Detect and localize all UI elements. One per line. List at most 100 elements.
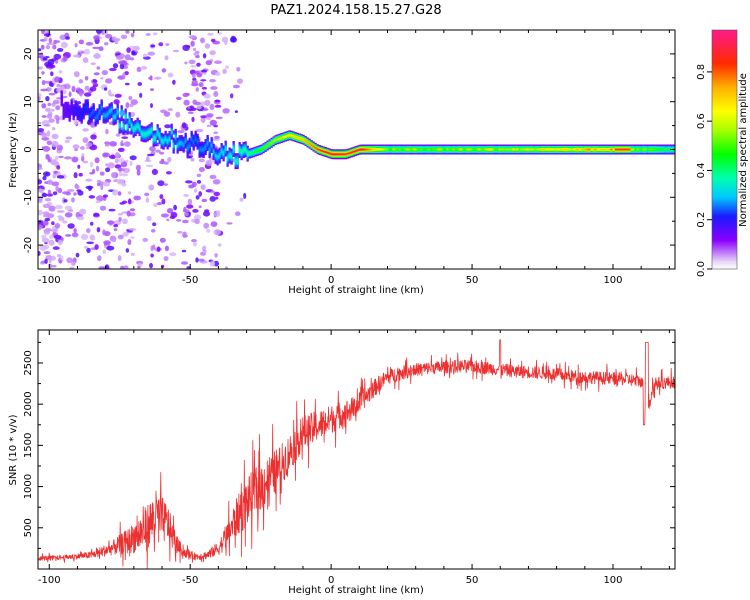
heatmap-cell (554, 148, 557, 151)
heatmap-cell (195, 128, 204, 133)
colorbar-gradient (711, 29, 738, 270)
heatmap-cell (209, 174, 217, 180)
heatmap-cell (156, 130, 159, 134)
heatmap-cell (186, 147, 189, 150)
heatmap-cell (41, 192, 48, 198)
heatmap-cell (185, 92, 190, 96)
heatmap-cell (382, 148, 385, 151)
heatmap-cell (230, 93, 234, 99)
heatmap-cell (118, 60, 126, 65)
heatmap-cell (214, 60, 222, 64)
figure-title: PAZ1.2024.158.15.27.G28 (270, 3, 441, 18)
heatmap-cell (89, 161, 94, 168)
heatmap-cell (208, 149, 211, 152)
heatmap-cell (230, 155, 233, 158)
heatmap-cell (668, 148, 671, 151)
heatmap-cell (564, 148, 567, 151)
heatmap-cell (98, 46, 104, 52)
heatmap-cell (125, 102, 130, 109)
heatmap-cell (582, 148, 585, 151)
heatmap-cell (578, 148, 581, 151)
heatmap-cell (374, 148, 377, 151)
heatmap-cell (270, 142, 273, 144)
heatmap-cell (43, 219, 49, 226)
heatmap-cell (203, 222, 210, 229)
heatmap-cell (604, 148, 607, 151)
heatmap-cell (312, 145, 315, 148)
heatmap-cell (191, 181, 197, 188)
heatmap-cell (528, 148, 531, 151)
heatmap-cell (56, 175, 65, 179)
heatmap-cell (137, 82, 143, 86)
heatmap-cell (58, 155, 64, 159)
heatmap-cell (222, 108, 230, 114)
heatmap-cell (81, 155, 85, 162)
heatmap-cell (658, 148, 661, 151)
heatmap-cell (128, 228, 137, 231)
heatmap-cell (48, 118, 55, 123)
heatmap-cell (366, 148, 369, 151)
heatmap-cell (41, 132, 47, 139)
heatmap-cell (148, 184, 155, 191)
heatmap-cell (134, 126, 137, 130)
heatmap-cell (288, 134, 291, 137)
colorbar-label: Normalized spectral amplitude (738, 73, 749, 227)
heatmap-cell (92, 168, 96, 174)
heatmap-cell (586, 148, 589, 151)
heatmap-cell (210, 143, 213, 147)
heatmap-cell (662, 148, 665, 151)
heatmap-cell (432, 148, 435, 151)
heatmap-cell (84, 76, 89, 81)
heatmap-cell (594, 148, 597, 151)
heatmap-cell (408, 148, 411, 151)
heatmap-cell (84, 106, 87, 109)
heatmap-cell (562, 148, 565, 151)
heatmap-cell (546, 148, 549, 151)
heatmap-cell (242, 148, 245, 152)
heatmap-cell (176, 96, 182, 101)
heatmap-cell (51, 133, 59, 140)
heatmap-cell (80, 114, 83, 117)
heatmap-cell (122, 218, 128, 225)
heatmap-cell (166, 140, 169, 143)
heatmap-cell (161, 213, 169, 218)
heatmap-cell (102, 152, 110, 158)
heatmap-cell (38, 167, 43, 170)
heatmap-cell (47, 64, 56, 69)
heatmap-cell (93, 72, 100, 76)
heatmap-cell (96, 66, 101, 70)
heatmap-cell (574, 148, 577, 151)
colorbar-tick-label: 0.8 (696, 64, 707, 80)
heatmap-cell (430, 148, 433, 151)
heatmap-cell (66, 108, 69, 112)
heatmap-cell (41, 80, 46, 86)
snr-series-line (38, 339, 675, 569)
heatmap-cell (161, 68, 167, 73)
heatmap-cell (118, 124, 121, 127)
heatmap-cell (64, 205, 73, 210)
heatmap-cell (202, 53, 207, 59)
heatmap-cell (492, 148, 495, 151)
heatmap-cell (81, 153, 85, 157)
heatmap-cell (184, 212, 190, 216)
heatmap-cell (44, 217, 51, 222)
heatmap-cell (164, 137, 167, 141)
heatmap-cell (372, 148, 375, 151)
heatmap-cell (506, 148, 509, 151)
heatmap-cell (124, 82, 130, 86)
heatmap-cell (41, 71, 45, 75)
heatmap-cell (204, 209, 210, 213)
heatmap-cell (220, 149, 223, 153)
heatmap-cell (422, 148, 425, 151)
heatmap-cell (41, 115, 47, 118)
heatmap-cell (59, 255, 64, 261)
heatmap-cell (226, 222, 233, 225)
heatmap-cell (206, 141, 209, 145)
heatmap-cell (436, 148, 439, 151)
heatmap-cell (94, 117, 97, 120)
heatmap-cell (244, 148, 247, 151)
heatmap-cell (46, 130, 51, 137)
heatmap-cell (88, 185, 92, 191)
heatmap-cell (100, 77, 104, 80)
heatmap-cell (286, 135, 289, 137)
